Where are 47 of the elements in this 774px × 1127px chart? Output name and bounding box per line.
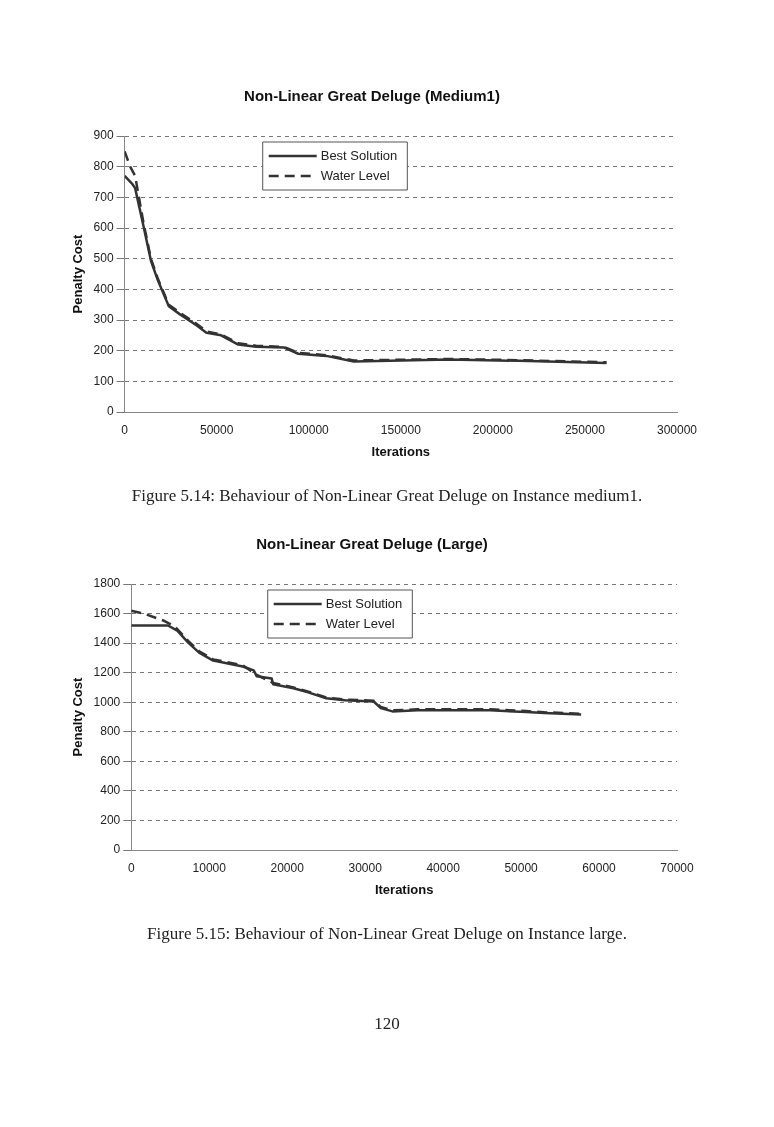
x-tick-label: 10000 (192, 860, 227, 875)
y-tick-label: 400 (100, 783, 121, 798)
y-tick-label: 500 (93, 250, 114, 265)
y-tick-label: 200 (100, 812, 121, 827)
x-tick-label: 30000 (348, 860, 383, 875)
y-tick-label: 800 (93, 158, 114, 173)
y-tick-label: 300 (93, 312, 114, 327)
x-tick-label: 0 (127, 860, 135, 875)
legend-label: Water Level (325, 615, 395, 631)
legend-label: Best Solution (325, 595, 403, 611)
y-tick-label: 1800 (93, 576, 121, 591)
x-tick-label: 20000 (270, 860, 305, 875)
caption: Figure 5.15: Behaviour of Non-Linear Great Deluge on Instance large. (146, 924, 628, 944)
y-tick-label: 800 (100, 724, 121, 739)
y-tick-label: 600 (100, 753, 121, 768)
x-tick-label: 40000 (426, 860, 461, 875)
y-axis-title: Penalty Cost (70, 233, 86, 314)
y-tick-label: 1000 (93, 694, 121, 709)
y-tick-label: 1600 (93, 605, 121, 620)
x-axis-title: Iterations (371, 443, 431, 459)
y-tick-label: 600 (93, 220, 114, 235)
y-tick-label: 100 (93, 373, 114, 388)
y-tick-label: 1400 (93, 635, 121, 650)
y-tick-label: 0 (106, 404, 114, 419)
y-tick-label: 900 (93, 128, 114, 143)
x-tick-label: 200000 (472, 422, 514, 437)
y-tick-label: 1200 (93, 664, 121, 679)
x-tick-label: 150000 (380, 422, 422, 437)
text: 120 (373, 1014, 401, 1034)
x-tick-label: 60000 (582, 860, 617, 875)
x-tick-label: 250000 (564, 422, 606, 437)
caption: Figure 5.14: Behaviour of Non-Linear Great Deluge on Instance medium1. (130, 486, 644, 506)
x-tick-label: 300000 (656, 422, 698, 437)
legend-label: Water Level (320, 167, 390, 183)
x-tick-label: 50000 (504, 860, 539, 875)
x-tick-label: 100000 (288, 422, 330, 437)
y-axis-title: Penalty Cost (70, 676, 86, 757)
y-tick-label: 0 (113, 842, 121, 857)
y-tick-label: 700 (93, 189, 114, 204)
legend-label: Best Solution (320, 147, 398, 163)
x-axis-title: Iterations (374, 881, 434, 897)
chart-title: Non-Linear Great Deluge (Large) (256, 535, 488, 553)
x-tick-label: 70000 (660, 860, 695, 875)
y-tick-label: 200 (93, 342, 114, 357)
x-tick-label: 50000 (200, 422, 234, 437)
y-tick-label: 400 (93, 281, 114, 296)
chart-title: Non-Linear Great Deluge (Medium1) (244, 87, 500, 105)
